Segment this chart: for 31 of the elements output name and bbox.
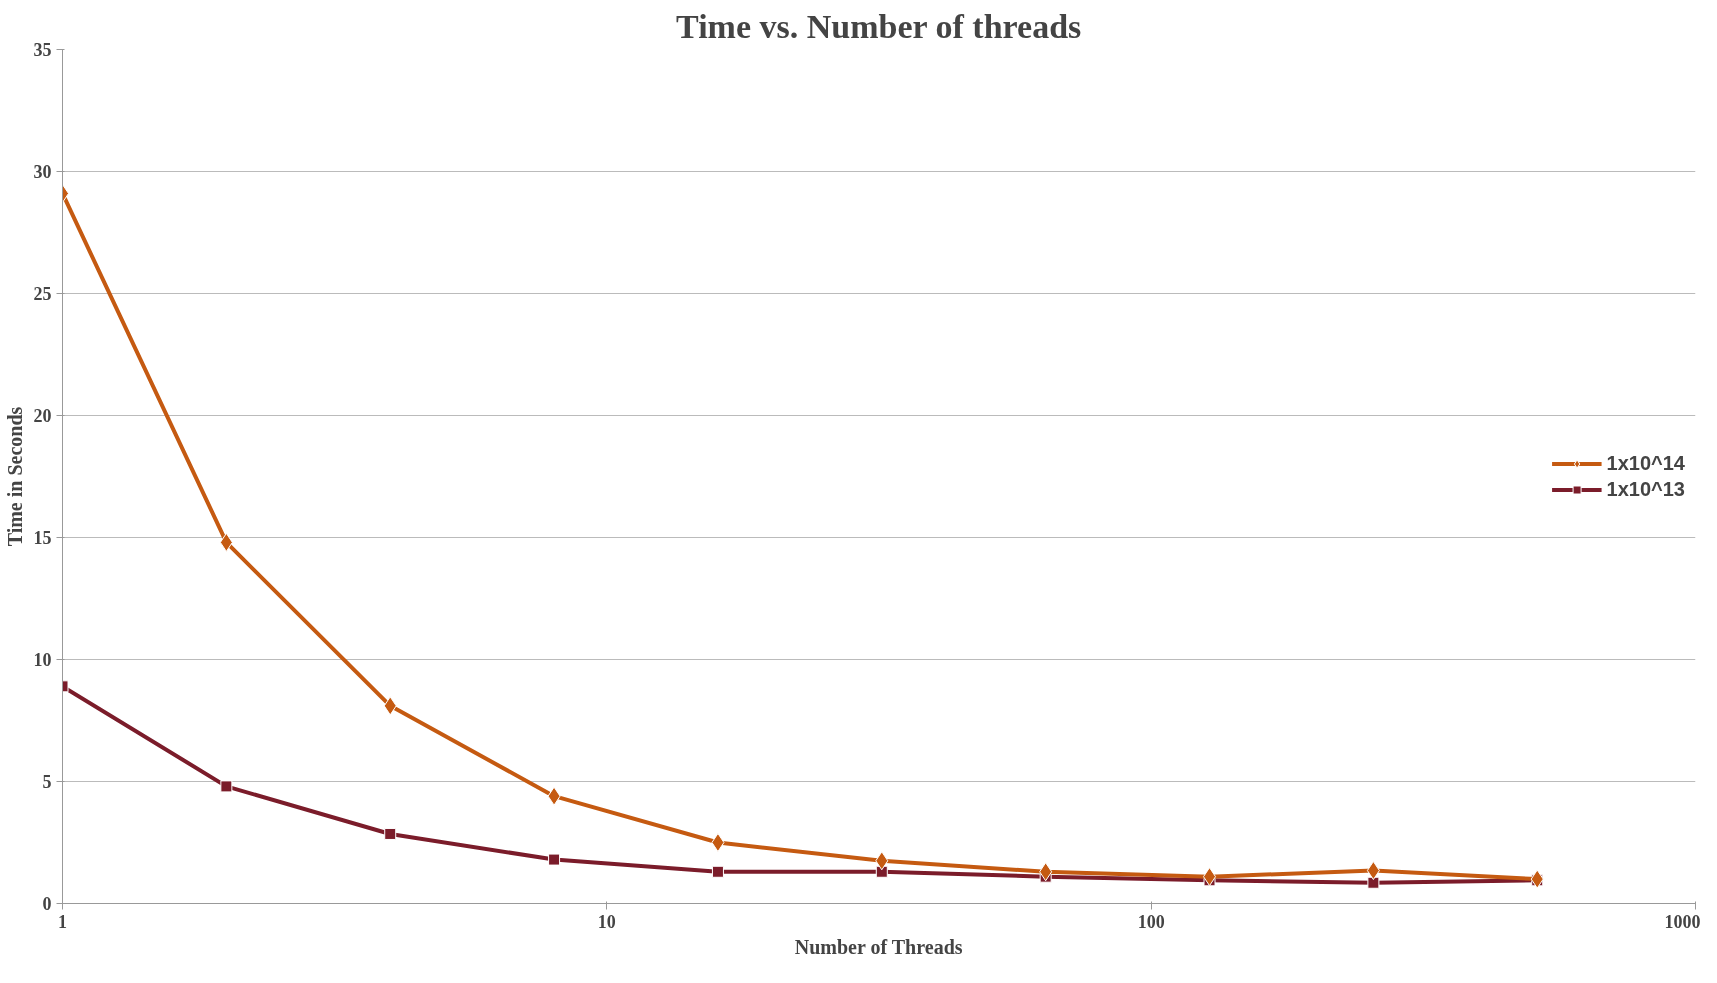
- y-tick-label: 0: [42, 894, 52, 914]
- y-tick-label: 5: [42, 772, 52, 792]
- y-tick-label: 25: [33, 284, 52, 304]
- x-tick-label: 100: [1137, 911, 1165, 932]
- x-axis-title: Number of Threads: [794, 935, 963, 958]
- x-tick-label: 1000: [1664, 911, 1701, 932]
- x-tick-label: 1: [58, 911, 67, 932]
- legend-label: 1x10^13: [1606, 477, 1685, 501]
- point: [875, 851, 889, 871]
- point: [219, 532, 233, 552]
- point: [711, 865, 724, 878]
- y-tick-label: 10: [33, 650, 52, 670]
- point: [383, 696, 397, 716]
- y-tick-label: 15: [33, 528, 52, 548]
- point: [547, 786, 561, 806]
- x-tick-label: 10: [597, 911, 616, 932]
- point: [548, 853, 561, 866]
- y-tick-label: 30: [33, 162, 52, 182]
- point: [1039, 862, 1053, 882]
- point: [1366, 861, 1380, 881]
- y-tick-label: 35: [33, 40, 52, 60]
- point: [220, 780, 233, 793]
- legend-label: 1x10^14: [1606, 451, 1685, 475]
- chart-title: Time vs. Number of threads: [676, 7, 1082, 45]
- y-axis-title: Time in Seconds: [3, 406, 26, 547]
- point: [711, 833, 725, 852]
- point: [1203, 867, 1217, 887]
- point: [1530, 869, 1544, 889]
- point: [1367, 876, 1380, 889]
- point: [384, 827, 397, 840]
- y-tick-label: 20: [33, 406, 52, 426]
